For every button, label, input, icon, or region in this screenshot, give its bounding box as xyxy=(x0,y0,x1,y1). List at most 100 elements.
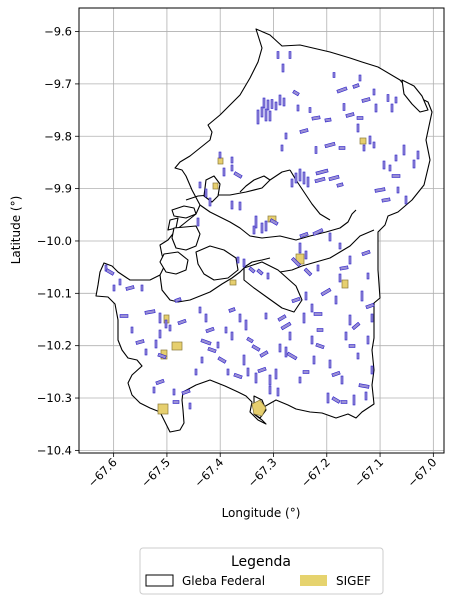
cadastral-parcel xyxy=(164,319,168,329)
cadastral-parcel xyxy=(256,268,264,276)
cadastral-parcel xyxy=(105,268,115,276)
cadastral-parcel xyxy=(278,343,282,353)
cadastral-parcel xyxy=(276,387,280,397)
cadastral-parcel xyxy=(336,86,348,94)
cadastral-parcel xyxy=(260,106,264,118)
cadastral-parcel xyxy=(342,103,346,111)
cadastral-parcel xyxy=(205,326,215,334)
cadastral-parcel xyxy=(340,375,344,385)
gleba-polygon-piece-6 xyxy=(195,245,239,281)
cadastral-parcel xyxy=(158,329,162,339)
cadastral-parcel xyxy=(324,117,332,123)
cadastral-parcel xyxy=(331,370,341,378)
cadastral-parcel xyxy=(256,109,260,125)
cadastral-parcel xyxy=(228,307,236,313)
gleba-boundary-2 xyxy=(199,204,357,241)
legend-label-gleba: Gleba Federal xyxy=(182,574,265,588)
cadastral-parcel xyxy=(306,176,310,188)
x-tick-label: −67.4 xyxy=(192,455,227,490)
cadastral-parcel xyxy=(260,222,264,234)
cadastral-parcel xyxy=(125,285,135,291)
cadastral-parcel xyxy=(268,374,272,386)
cadastral-parcel xyxy=(154,339,158,349)
cadastral-parcel xyxy=(224,326,228,334)
cadastral-parcel xyxy=(208,197,212,207)
cadastral-parcel xyxy=(298,168,302,182)
cadastral-parcel xyxy=(288,51,292,59)
cadastral-parcel xyxy=(358,383,370,389)
cadastral-parcel xyxy=(291,296,301,304)
cadastral-parcel xyxy=(412,159,416,169)
cadastral-parcel xyxy=(364,391,368,401)
cadastral-parcel xyxy=(168,324,172,332)
cadastral-parcel xyxy=(218,151,222,159)
parcel-layer xyxy=(104,51,420,410)
cadastral-parcel xyxy=(194,368,198,376)
gleba-polygon-piece-7 xyxy=(243,261,303,313)
sigef-parcel xyxy=(157,403,169,415)
cadastral-parcel xyxy=(328,359,332,369)
x-tick-label: −67.3 xyxy=(245,455,280,490)
x-tick-label: −67.0 xyxy=(405,455,440,490)
gleba-polygon-piece-9 xyxy=(401,79,429,113)
cadastral-parcel xyxy=(348,344,356,348)
gleba-boundary-5 xyxy=(239,175,271,193)
cadastral-parcel xyxy=(304,291,308,301)
cadastral-parcel xyxy=(315,342,325,350)
cadastral-parcel xyxy=(217,356,227,364)
cadastral-parcel xyxy=(264,108,268,122)
cadastral-parcel xyxy=(394,96,398,104)
gleba-federal-layer xyxy=(95,28,433,433)
cadastral-parcel xyxy=(292,89,300,97)
cadastral-parcel xyxy=(338,273,342,283)
cadastral-parcel xyxy=(242,258,246,268)
cadastral-parcel xyxy=(118,278,122,286)
cadastral-parcel xyxy=(298,376,302,384)
cadastral-parcel xyxy=(246,336,254,344)
cadastral-parcel xyxy=(204,188,208,198)
cadastral-parcel xyxy=(313,312,323,316)
cadastral-parcel xyxy=(238,313,242,323)
cadastral-parcel xyxy=(396,186,400,194)
cadastral-parcel xyxy=(339,265,349,271)
cadastral-parcel xyxy=(311,115,321,121)
cadastral-parcel xyxy=(274,368,278,380)
cadastral-parcel xyxy=(356,123,360,133)
cadastral-parcel xyxy=(312,228,324,236)
x-tick-label: −67.6 xyxy=(85,455,120,490)
cadastral-parcel xyxy=(314,176,326,184)
sigef-parcel xyxy=(359,137,367,145)
cadastral-parcel xyxy=(226,368,230,376)
cadastral-parcel xyxy=(315,168,329,176)
cadastral-parcel xyxy=(262,97,266,109)
cadastral-parcel xyxy=(270,99,274,109)
cadastral-parcel xyxy=(264,220,268,232)
cadastral-parcel xyxy=(296,104,300,112)
cadastral-parcel xyxy=(207,346,217,354)
cadastral-parcel xyxy=(140,284,144,292)
sigef-parcel xyxy=(341,279,349,289)
cadastral-parcel xyxy=(242,354,246,366)
y-tick-label: −10.4 xyxy=(37,443,72,457)
cadastral-parcel xyxy=(388,164,392,172)
cadastral-parcel xyxy=(361,97,371,103)
sigef-parcel xyxy=(171,341,183,351)
cadastral-parcel xyxy=(290,256,302,268)
cadastral-parcel xyxy=(144,348,148,356)
cadastral-parcel xyxy=(348,314,352,326)
cadastral-parcel xyxy=(302,370,310,374)
cadastral-parcel xyxy=(268,385,272,395)
cadastral-parcel xyxy=(238,201,242,211)
cadastral-parcel xyxy=(257,366,267,374)
cadastral-parcel xyxy=(361,249,371,257)
cadastral-parcel xyxy=(334,295,338,305)
cadastral-parcel xyxy=(222,167,226,177)
cadastral-parcel xyxy=(188,402,192,410)
cadastral-parcel xyxy=(372,88,376,96)
gleba-polygon-piece-4 xyxy=(159,251,189,275)
cadastral-parcel xyxy=(345,112,355,118)
cadastral-parcel xyxy=(352,394,356,406)
cadastral-parcel xyxy=(360,290,364,302)
cadastral-parcel xyxy=(280,321,292,331)
